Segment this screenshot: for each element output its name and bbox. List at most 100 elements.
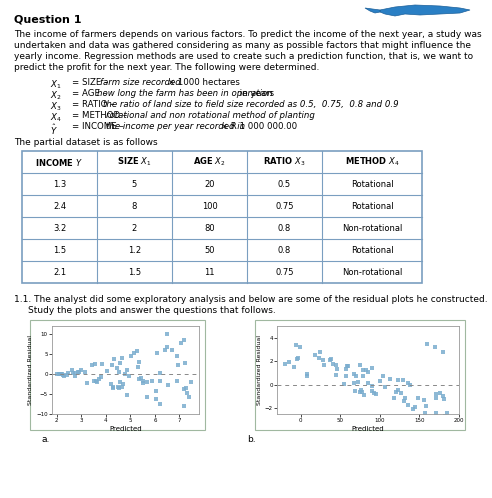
Point	[281, 360, 289, 368]
Point	[174, 362, 182, 370]
Text: the ratio of land size to field size recorded as 0.5,  0.75,  0.8 and 0.9: the ratio of land size to field size rec…	[103, 100, 399, 109]
Point	[397, 389, 404, 397]
Point	[181, 402, 188, 410]
Text: METHOD $X_4$: METHOD $X_4$	[344, 156, 400, 168]
Point	[409, 405, 417, 413]
Point	[71, 369, 79, 377]
Point	[292, 342, 300, 350]
Text: farm size recorded: farm size recorded	[100, 78, 181, 87]
Point	[120, 380, 127, 388]
Text: AGE $X_2$: AGE $X_2$	[193, 156, 226, 168]
Point	[81, 368, 89, 375]
Text: The income of farmers depends on various factors. To predict the income of the n: The income of farmers depends on various…	[14, 30, 482, 39]
Point	[432, 390, 440, 398]
Point	[123, 366, 131, 374]
Text: 11: 11	[204, 267, 215, 276]
Point	[110, 356, 118, 364]
Bar	[30, 320, 205, 430]
Point	[360, 390, 368, 398]
Point	[406, 381, 414, 389]
Point	[401, 394, 409, 402]
Point	[71, 373, 79, 380]
Point	[182, 384, 190, 392]
Text: b.: b.	[247, 435, 256, 444]
Text: 8: 8	[132, 202, 137, 211]
Point	[153, 349, 160, 357]
Point	[133, 347, 141, 355]
Point	[394, 386, 402, 394]
Point	[354, 378, 362, 386]
Point	[343, 362, 351, 370]
Text: The partial dataset is as follows: The partial dataset is as follows	[14, 138, 157, 147]
Text: × R 1 000 000.00: × R 1 000 000.00	[217, 122, 297, 131]
Point	[139, 377, 147, 385]
Point	[107, 380, 115, 388]
Text: 80: 80	[204, 224, 215, 233]
Text: $X_1$: $X_1$	[50, 78, 62, 91]
Text: Rotational: Rotational	[351, 202, 393, 211]
Text: Question 1: Question 1	[14, 14, 82, 24]
Point	[363, 367, 370, 374]
Point	[424, 340, 431, 348]
Point	[350, 370, 358, 378]
Point	[63, 371, 71, 378]
Point	[143, 378, 151, 386]
Text: $X_4$: $X_4$	[50, 111, 62, 124]
Point	[319, 356, 327, 364]
Point	[303, 370, 311, 378]
Point	[164, 381, 172, 389]
Point	[356, 388, 364, 396]
Point	[58, 371, 65, 378]
Point	[61, 372, 68, 380]
Text: Rotational: Rotational	[351, 179, 393, 189]
Text: SIZE $X_1$: SIZE $X_1$	[117, 156, 152, 168]
Text: Non-rotational: Non-rotational	[342, 224, 402, 233]
Point	[119, 354, 126, 362]
Point	[185, 393, 193, 401]
Point	[326, 356, 334, 364]
Point	[156, 377, 164, 385]
Point	[339, 380, 347, 388]
Point	[376, 377, 384, 385]
Text: 2.1: 2.1	[53, 267, 66, 276]
Text: the income per year recorded in: the income per year recorded in	[106, 122, 245, 131]
Polygon shape	[380, 5, 470, 16]
Point	[97, 373, 105, 380]
Point	[352, 372, 360, 380]
Text: 1.5: 1.5	[128, 267, 141, 276]
Point	[350, 379, 358, 387]
Text: 1.3: 1.3	[53, 179, 66, 189]
Point	[390, 393, 398, 401]
Point	[400, 397, 408, 405]
Point	[114, 383, 122, 391]
Point	[187, 378, 195, 386]
Y-axis label: Standardized Residual: Standardized Residual	[257, 335, 262, 405]
Point	[285, 358, 293, 366]
Point	[342, 372, 350, 380]
Point	[117, 359, 124, 367]
Text: = RATIO –: = RATIO –	[72, 100, 117, 109]
Point	[77, 366, 85, 374]
Text: 50: 50	[204, 246, 215, 254]
Text: = METHOD –: = METHOD –	[72, 111, 130, 120]
Point	[344, 362, 352, 370]
Point	[358, 388, 366, 396]
Point	[174, 377, 182, 385]
Text: a.: a.	[42, 435, 50, 444]
Point	[75, 368, 83, 376]
Point	[89, 361, 96, 369]
Point	[443, 409, 451, 417]
Point	[55, 370, 63, 378]
Point	[163, 343, 171, 351]
Point	[57, 371, 65, 378]
Point	[116, 378, 123, 386]
Point	[422, 402, 430, 410]
Text: 0.8: 0.8	[278, 224, 291, 233]
Text: = SIZE –: = SIZE –	[72, 78, 111, 87]
Point	[332, 371, 340, 378]
Text: 2.4: 2.4	[53, 202, 66, 211]
Point	[356, 361, 364, 369]
Bar	[255, 320, 465, 430]
Point	[357, 386, 365, 394]
Point	[180, 385, 188, 393]
